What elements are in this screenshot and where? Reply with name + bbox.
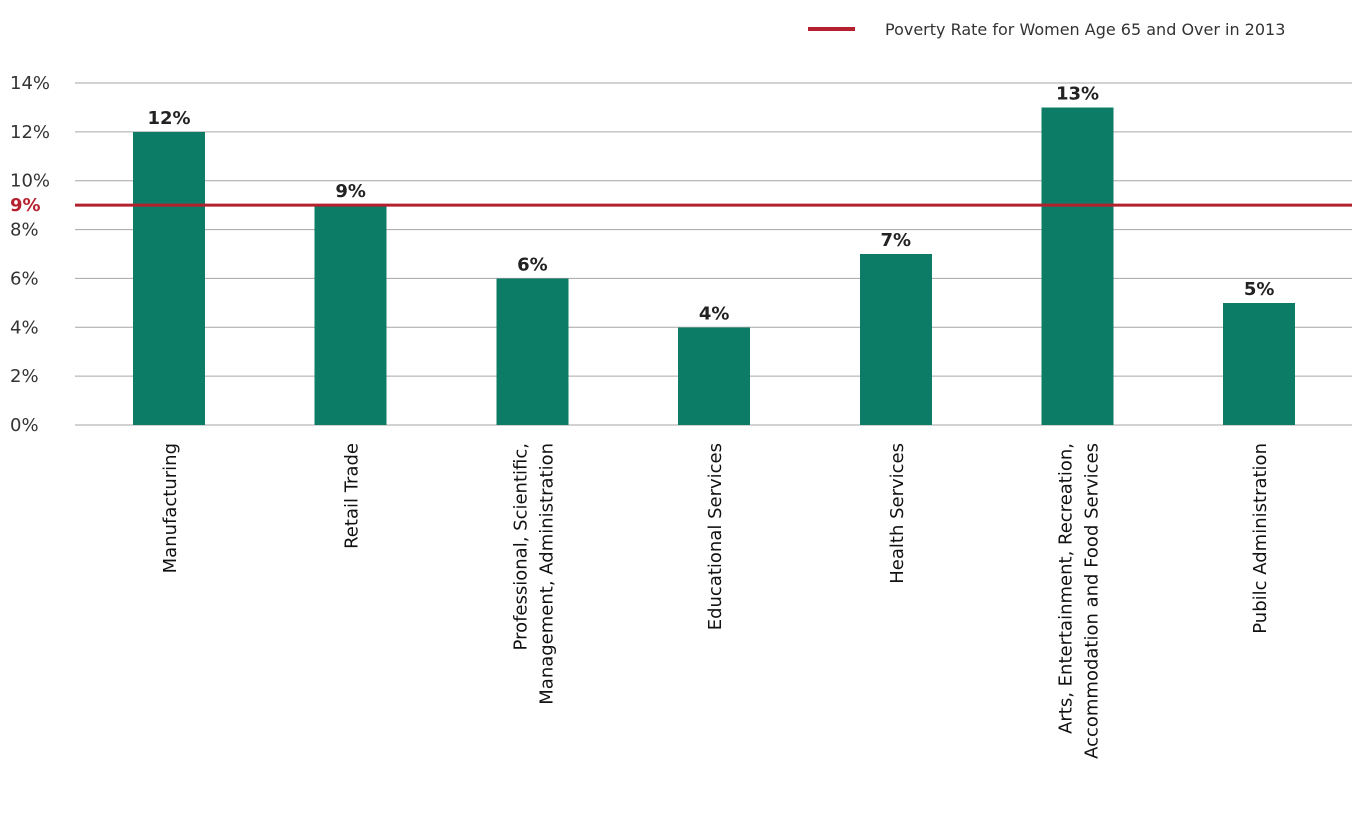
data-label: 9% — [335, 181, 366, 202]
y-tick-label: 10% — [10, 171, 50, 192]
reference-line-group: 9% — [10, 195, 1352, 216]
y-gridlines — [75, 82, 1352, 426]
category-labels: Manufacturing Retail Trade Professional, S… — [160, 443, 1271, 759]
data-label: 7% — [881, 230, 912, 251]
bar — [496, 278, 569, 425]
y-tick-label: 12% — [10, 122, 50, 143]
category-label: Retail Trade — [342, 443, 363, 549]
data-labels: 12% 9% 6% 4% 7% 13% 5% — [147, 83, 1274, 324]
category-label-line: Arts, Entertainment, Recreation, — [1056, 443, 1077, 734]
category-label-line: Manufacturing — [160, 443, 181, 573]
bar — [859, 254, 932, 425]
category-label: Manufacturing — [160, 443, 181, 573]
y-axis-tick-labels: 0% 2% 4% 6% 8% 10% 12% 14% — [10, 73, 50, 436]
category-label: Pubilc Administration — [1250, 443, 1271, 634]
data-label: 4% — [699, 303, 730, 324]
category-label-line: Retail Trade — [342, 443, 363, 549]
bar — [133, 131, 205, 425]
category-label: Educational Services — [705, 443, 726, 630]
bar — [314, 205, 387, 425]
category-label-line: Health Services — [887, 443, 908, 584]
data-label: 5% — [1244, 279, 1275, 300]
category-label-line: Educational Services — [705, 443, 726, 630]
legend: Poverty Rate for Women Age 65 and Over i… — [808, 20, 1285, 39]
bars — [133, 107, 1296, 425]
category-label-line: Pubilc Administration — [1250, 443, 1271, 634]
bar — [1223, 302, 1296, 425]
data-label: 6% — [517, 254, 548, 275]
category-label-line: Management, Administration — [536, 443, 557, 705]
category-label: Health Services — [887, 443, 908, 584]
bar — [678, 327, 751, 425]
data-label: 13% — [1056, 83, 1099, 104]
category-label-line: Professional, Scientific, — [510, 443, 531, 650]
data-label: 12% — [147, 108, 190, 129]
y-tick-label: 2% — [10, 366, 39, 387]
y-tick-label: 4% — [10, 317, 39, 338]
reference-line-label: 9% — [10, 195, 41, 216]
y-tick-label: 6% — [10, 268, 39, 289]
category-label-line: Accommodation and Food Services — [1082, 443, 1103, 759]
y-tick-label: 0% — [10, 415, 39, 436]
category-label: Professional, Scientific, Management, Adm… — [510, 443, 557, 705]
legend-label: Poverty Rate for Women Age 65 and Over i… — [885, 20, 1285, 39]
y-tick-label: 14% — [10, 73, 50, 94]
y-tick-label: 8% — [10, 220, 39, 241]
bar — [1041, 107, 1114, 425]
category-label: Arts, Entertainment, Recreation, Accommod… — [1056, 443, 1103, 759]
